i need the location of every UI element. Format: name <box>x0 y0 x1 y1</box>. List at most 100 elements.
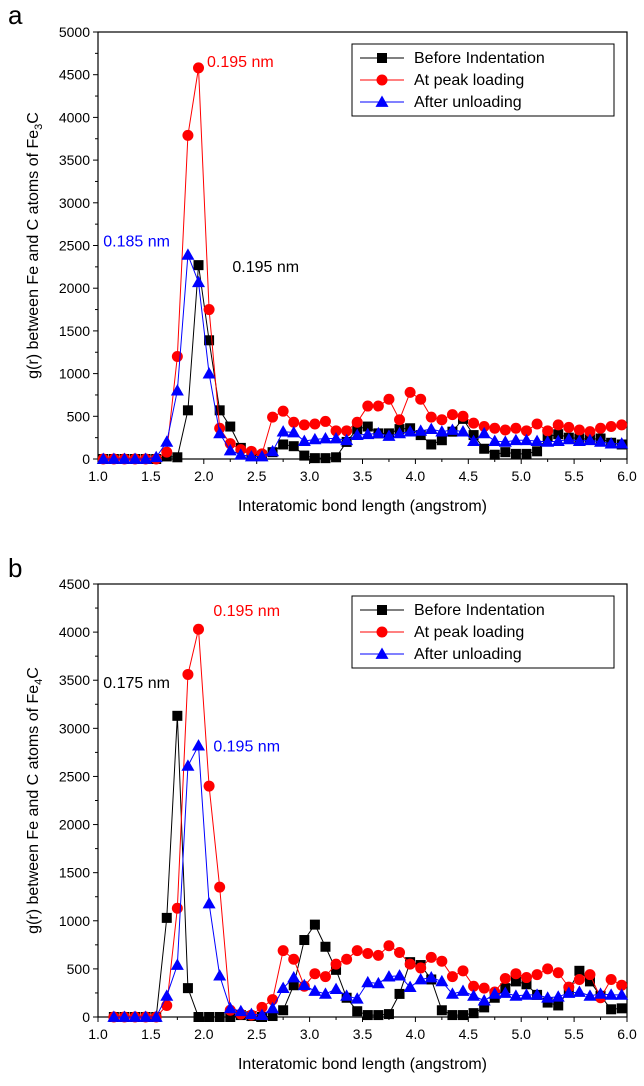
data-point <box>383 940 395 952</box>
data-point <box>320 453 331 464</box>
data-point <box>394 988 405 999</box>
data-point <box>288 953 300 965</box>
data-point <box>287 971 301 983</box>
data-point <box>160 989 174 1001</box>
data-point <box>403 980 417 993</box>
data-point <box>521 979 532 990</box>
data-point <box>377 53 387 63</box>
data-point <box>606 1004 617 1015</box>
data-point <box>542 425 554 437</box>
data-point <box>318 432 332 444</box>
panel-letter-a: a <box>8 0 23 30</box>
data-point <box>500 447 511 458</box>
panel-letter-b: b <box>8 553 23 583</box>
data-point <box>573 424 585 436</box>
data-point <box>531 418 543 430</box>
x-tick-label: 1.0 <box>88 1026 108 1042</box>
data-point <box>415 962 427 974</box>
series-after-unloading <box>96 248 629 464</box>
data-point <box>541 435 555 447</box>
y-tick-label: 3500 <box>59 152 90 168</box>
y-axis-label: g(r) between Fe and C atoms of Fe3C <box>25 112 45 379</box>
x-tick-label: 5.0 <box>511 468 531 484</box>
legend-label: After unloading <box>414 94 522 111</box>
data-point <box>234 448 248 460</box>
data-point <box>171 351 183 363</box>
y-axis-label: g(r) between Fe and C atoms of Fe4C <box>25 667 45 934</box>
x-tick-label: 1.5 <box>141 1026 161 1042</box>
data-point <box>584 976 595 987</box>
data-point <box>203 304 215 316</box>
data-point <box>403 425 417 437</box>
data-point <box>299 450 310 461</box>
data-point <box>298 419 310 431</box>
data-point <box>594 435 608 447</box>
data-point <box>341 953 353 965</box>
data-point <box>446 409 458 421</box>
data-point <box>615 437 629 449</box>
data-point <box>605 973 617 985</box>
data-point <box>193 260 204 271</box>
data-point <box>426 439 437 450</box>
data-point <box>288 441 299 452</box>
data-point <box>117 452 131 464</box>
data-point <box>615 988 629 1000</box>
data-point <box>553 1000 564 1011</box>
legend-label: Before Indentation <box>414 602 545 619</box>
data-point <box>552 419 564 431</box>
data-point <box>320 941 331 952</box>
data-point <box>478 982 490 994</box>
data-point <box>255 449 269 462</box>
x-tick-label: 6.0 <box>617 1026 637 1042</box>
data-point <box>107 452 121 464</box>
data-point <box>182 129 194 141</box>
data-point <box>498 435 512 447</box>
series-at-peak-loading <box>97 62 628 465</box>
peak-annotation: 0.195 nm <box>207 54 274 71</box>
chart-a: 1.0 1.5 2.0 2.5 3.0 3.5 4.0 4.5 5.0 5.5 6.0 0 500 100… <box>25 24 637 515</box>
data-point <box>202 896 216 909</box>
data-point <box>583 433 597 446</box>
data-point <box>139 452 153 464</box>
data-point <box>457 410 469 422</box>
data-point <box>584 426 596 438</box>
data-point <box>372 949 384 961</box>
data-point <box>170 384 184 396</box>
data-point <box>117 1010 131 1022</box>
data-point <box>377 605 387 615</box>
data-point <box>414 424 428 436</box>
data-point <box>330 958 342 970</box>
data-point <box>340 989 354 1001</box>
data-point <box>375 647 389 659</box>
data-point <box>350 428 364 440</box>
y-tick-label: 4500 <box>59 67 90 83</box>
x-tick-label: 5.5 <box>564 1026 584 1042</box>
data-point <box>350 992 364 1004</box>
y-tick-label: 4000 <box>59 109 90 125</box>
data-point <box>331 964 342 975</box>
y-tick-label: 1000 <box>59 366 90 382</box>
data-point <box>192 275 206 288</box>
data-point <box>468 980 480 992</box>
data-point <box>288 416 300 428</box>
data-point <box>234 1004 248 1017</box>
data-point <box>204 1012 215 1022</box>
data-point <box>299 935 310 946</box>
y-tick-label: 2500 <box>59 238 90 254</box>
data-point <box>267 411 279 423</box>
data-point <box>498 986 512 998</box>
data-point <box>436 955 448 967</box>
data-point <box>255 1008 269 1020</box>
data-point <box>510 422 522 434</box>
data-point <box>551 434 565 446</box>
data-point <box>319 415 331 427</box>
x-tick-label: 5.0 <box>511 1026 531 1042</box>
data-point <box>414 972 428 985</box>
data-point <box>425 951 437 963</box>
data-point <box>519 988 533 1000</box>
data-point <box>489 449 500 460</box>
data-point <box>128 452 142 464</box>
data-point <box>361 427 375 440</box>
data-point <box>203 780 215 792</box>
peak-annotation: 0.185 nm <box>103 233 170 250</box>
